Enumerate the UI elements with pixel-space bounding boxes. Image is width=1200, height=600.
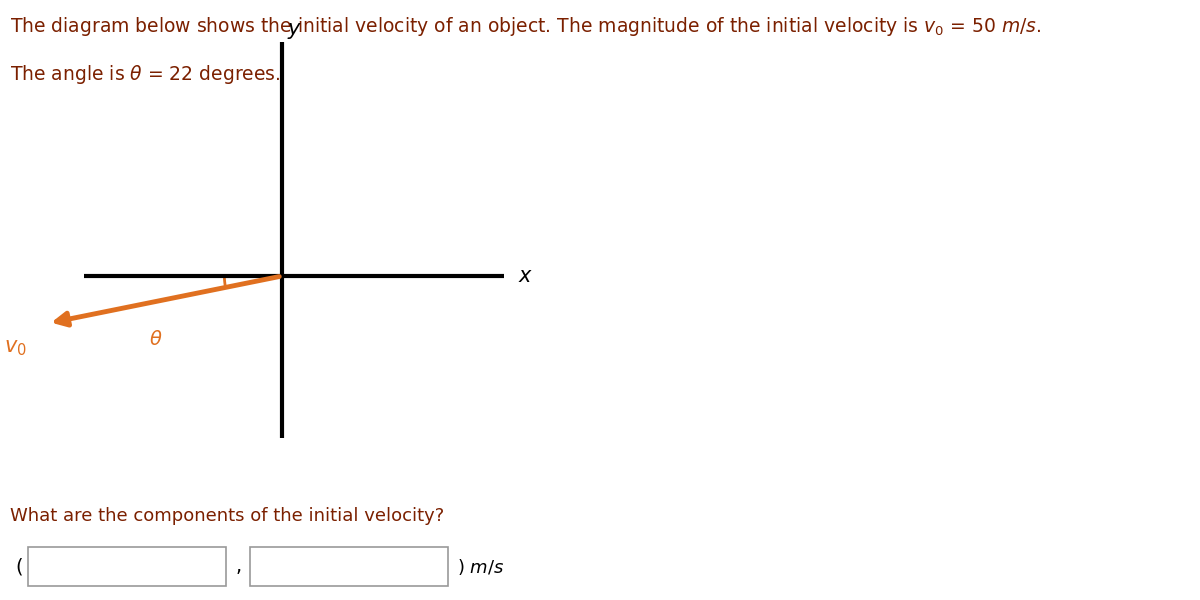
Text: What are the components of the initial velocity?: What are the components of the initial v… (10, 507, 444, 525)
Text: θ: θ (149, 330, 161, 349)
Text: ,: , (235, 557, 242, 576)
Text: y: y (288, 19, 300, 39)
Text: $v_0$: $v_0$ (4, 338, 26, 358)
Text: The angle is $\theta$ = 22 degrees.: The angle is $\theta$ = 22 degrees. (10, 63, 280, 86)
Text: (: ( (16, 557, 23, 576)
Bar (250, 547, 448, 586)
Text: ) $m/s$: ) $m/s$ (457, 557, 504, 577)
Text: x: x (518, 266, 530, 286)
Bar (28, 547, 226, 586)
Text: The diagram below shows the initial velocity of an object. The magnitude of the : The diagram below shows the initial velo… (10, 15, 1040, 38)
